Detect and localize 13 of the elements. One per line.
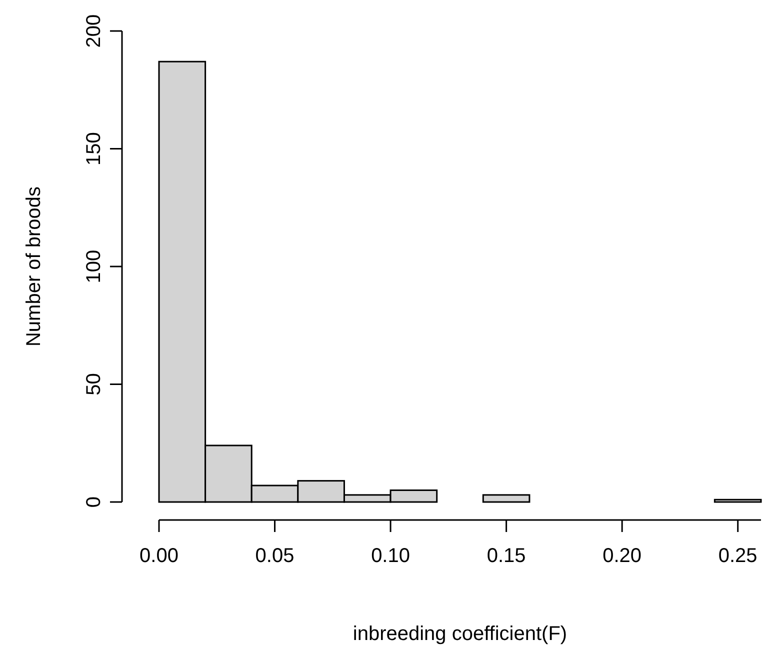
x-tick-label: 0.10	[371, 545, 410, 567]
y-tick-label: 0	[83, 496, 105, 508]
x-tick-label: 0.20	[602, 545, 642, 567]
y-tick-label: 150	[83, 132, 105, 166]
x-axis-title: inbreeding coefficient(F)	[352, 623, 568, 645]
x-tick-label: 0.05	[255, 545, 294, 567]
y-axis-title: Number of broods	[23, 186, 45, 347]
y-tick-label: 200	[83, 14, 105, 48]
x-tick-label: 0.15	[486, 545, 526, 567]
y-tick-label: 50	[83, 373, 105, 396]
y-tick-label: 100	[83, 250, 105, 284]
x-tick-label: 0.00	[140, 545, 178, 567]
x-tick-label: 0.25	[718, 545, 758, 567]
